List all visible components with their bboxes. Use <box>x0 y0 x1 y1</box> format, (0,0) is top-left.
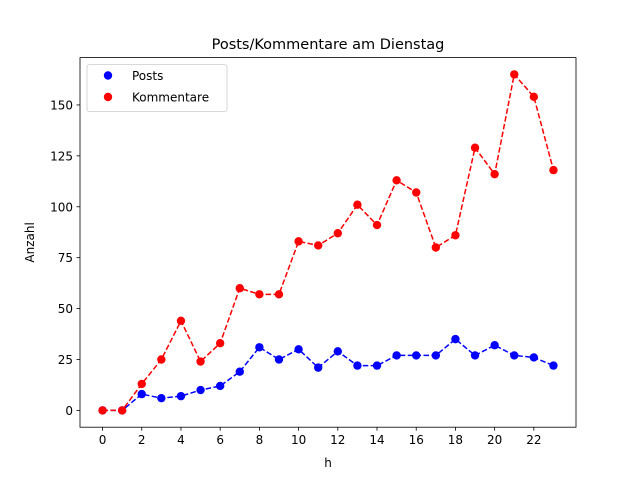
data-point-posts <box>451 334 460 344</box>
data-point-posts <box>392 351 401 360</box>
data-point-kommentare <box>470 143 480 152</box>
x-tick-label: 0 <box>99 433 107 447</box>
series-line-posts <box>102 338 554 412</box>
x-tick-label: 18 <box>448 433 463 447</box>
data-point-kommentare <box>333 229 343 238</box>
legend-marker-kommentare <box>103 92 113 102</box>
x-tick-label: 8 <box>256 433 264 447</box>
x-tick-label: 16 <box>409 433 424 447</box>
data-point-kommentare <box>235 284 244 293</box>
data-point-posts <box>255 343 264 352</box>
data-point-kommentare <box>412 188 421 197</box>
data-point-posts <box>176 391 186 401</box>
data-point-posts <box>157 393 166 403</box>
x-axis-label: h <box>324 456 332 470</box>
axis-ticks: 0 2 4 6 8 10 12 14 16 18 20 22 0 25 50 75 100 125 150 <box>50 98 541 447</box>
chart-title: Posts/Kommentare am Dienstag <box>212 37 445 53</box>
data-point-kommentare <box>215 339 225 348</box>
y-tick-label: 0 <box>65 404 73 418</box>
data-point-kommentare <box>274 290 284 299</box>
legend: Posts Kommentare <box>86 64 228 112</box>
data-point-kommentare <box>196 357 205 366</box>
data-point-posts <box>196 385 205 395</box>
data-point-posts <box>529 353 539 362</box>
data-point-posts <box>274 355 284 364</box>
plot-area <box>98 70 558 415</box>
y-tick-label: 50 <box>58 302 73 316</box>
data-point-kommentare <box>313 241 323 250</box>
data-point-kommentare <box>392 176 401 185</box>
data-point-posts <box>412 351 421 360</box>
x-tick-label: 12 <box>330 433 345 447</box>
data-point-posts <box>313 363 323 372</box>
series-line-kommentare <box>102 72 555 412</box>
data-point-kommentare <box>294 237 303 246</box>
data-point-posts <box>294 345 303 354</box>
data-point-posts <box>470 351 480 360</box>
y-axis-label: Anzahl <box>23 222 37 262</box>
data-point-kommentare <box>431 243 441 252</box>
data-point-kommentare <box>353 200 362 209</box>
y-tick-label: 100 <box>50 200 73 214</box>
x-tick-label: 4 <box>177 433 185 447</box>
x-tick-label: 20 <box>487 433 502 447</box>
data-point-kommentare <box>255 290 264 299</box>
legend-label-kommentare: Kommentare <box>132 91 209 105</box>
data-point-kommentare <box>176 316 186 325</box>
data-point-kommentare <box>372 220 382 230</box>
axes-frame <box>79 57 577 428</box>
data-point-posts <box>490 341 499 350</box>
data-point-posts <box>353 361 362 370</box>
legend-label-posts: Posts <box>132 69 163 83</box>
data-point-posts <box>215 381 225 391</box>
data-point-kommentare <box>157 355 166 364</box>
x-tick-label: 22 <box>526 433 541 447</box>
y-tick-label: 25 <box>58 353 73 367</box>
data-point-kommentare <box>529 92 539 102</box>
data-point-posts <box>431 351 441 360</box>
data-point-posts <box>372 361 382 370</box>
data-point-kommentare <box>451 231 460 240</box>
data-point-posts <box>549 361 558 370</box>
data-point-kommentare <box>510 70 519 79</box>
x-tick-label: 14 <box>369 433 384 447</box>
data-point-posts <box>510 351 519 360</box>
y-tick-label: 125 <box>50 149 73 163</box>
legend-box <box>86 64 228 112</box>
y-tick-label: 75 <box>58 251 73 265</box>
data-point-kommentare <box>549 165 558 175</box>
data-point-posts <box>333 347 343 356</box>
data-point-posts <box>137 389 146 399</box>
data-point-kommentare <box>117 406 127 415</box>
legend-marker-posts <box>103 71 113 80</box>
x-tick-label: 2 <box>138 433 146 447</box>
data-point-kommentare <box>137 379 146 389</box>
x-tick-label: 6 <box>216 433 224 447</box>
data-point-posts <box>235 367 244 376</box>
y-tick-label: 150 <box>50 98 73 112</box>
data-point-kommentare <box>98 406 107 415</box>
data-point-kommentare <box>490 169 499 179</box>
x-tick-label: 10 <box>291 433 306 447</box>
